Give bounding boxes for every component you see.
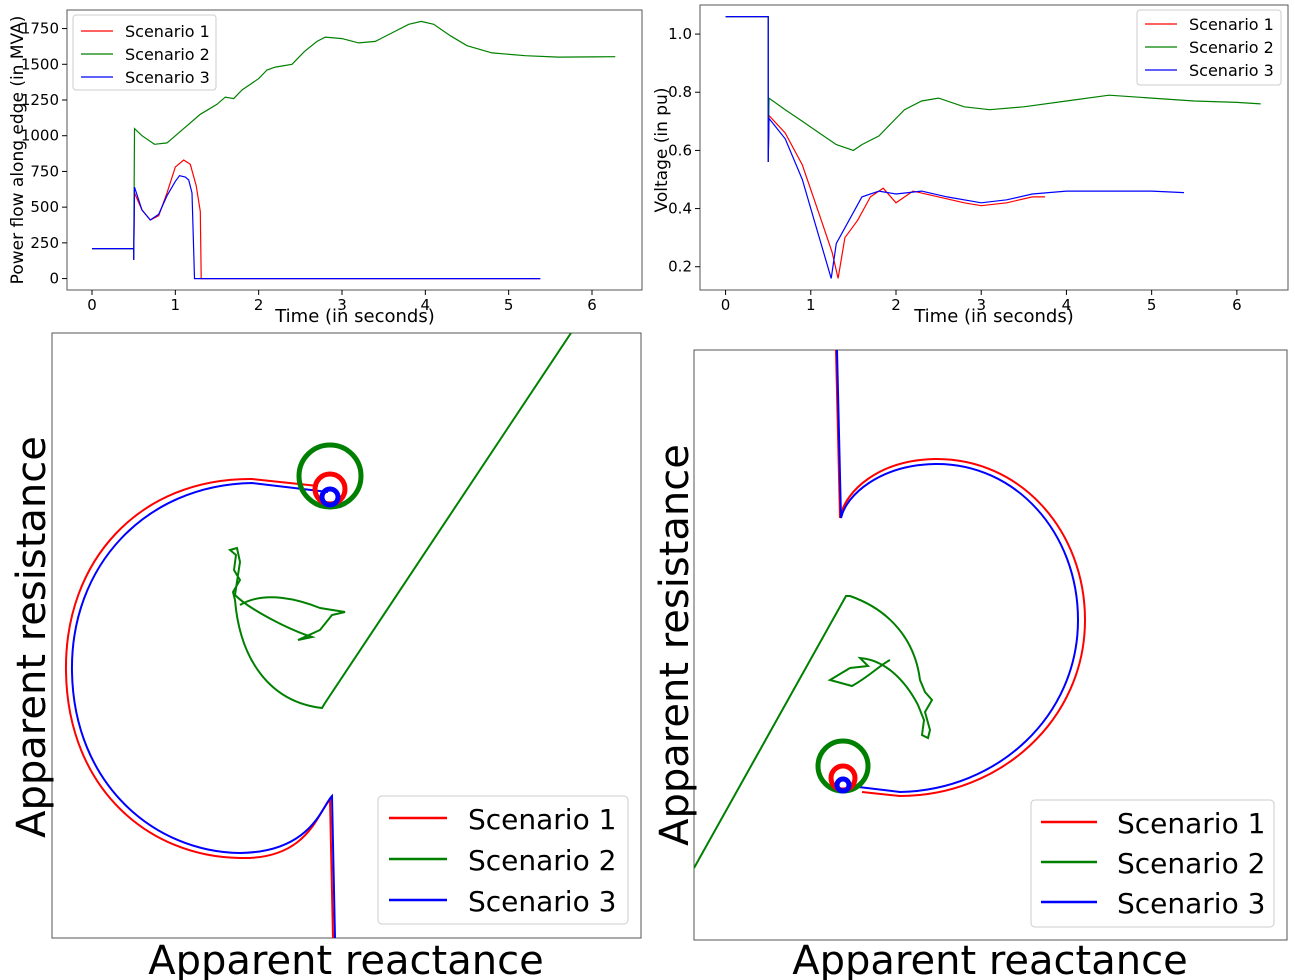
scenario-2-trajectory xyxy=(227,333,572,710)
legend-label-scenario-1: Scenario 1 xyxy=(125,22,210,41)
x-tick-label: 1 xyxy=(171,296,181,314)
voltage-series xyxy=(725,16,1261,279)
y-tick-label: 0.6 xyxy=(668,141,692,159)
scenario-3-zone-circle xyxy=(834,776,852,794)
impedance-left-xlabel: Apparent reactance xyxy=(148,938,543,980)
legend-label-scenario-3: Scenario 3 xyxy=(125,68,210,87)
voltage-ylabel: Voltage (in pu) xyxy=(652,88,672,213)
scenario-2-trajectory xyxy=(694,595,934,869)
legend-label-scenario-1: Scenario 1 xyxy=(1189,15,1274,34)
impedance-left-ylabel: Apparent resistance xyxy=(9,436,55,838)
x-tick-label: 2 xyxy=(254,296,264,314)
legend-box xyxy=(1136,9,1282,86)
power-flow-plot-area xyxy=(66,9,643,291)
y-tick-label: 250 xyxy=(30,234,59,252)
series-line-scenario-1 xyxy=(725,16,1046,279)
x-tick-label: 2 xyxy=(891,296,901,314)
voltage-legend: Scenario 1 Scenario 2 Scenario 3 xyxy=(1136,9,1282,86)
x-tick-label: 6 xyxy=(1232,296,1242,314)
x-tick-label: 0 xyxy=(721,296,731,314)
y-tick-label: 1.0 xyxy=(668,25,692,43)
x-tick-label: 5 xyxy=(1147,296,1157,314)
impedance-right-legend: Scenario 1 Scenario 2 Scenario 3 xyxy=(1030,799,1275,928)
legend-label-scenario-3: Scenario 3 xyxy=(1117,887,1265,920)
y-tick-label: 1000 xyxy=(21,127,59,145)
impedance-right-plot-area xyxy=(693,349,1288,941)
y-tick-label: 750 xyxy=(30,162,59,180)
impedance-right-chart: Apparent reactance Apparent resistance S… xyxy=(652,349,1288,980)
legend-label-scenario-2: Scenario 2 xyxy=(1189,38,1274,57)
y-tick-label: 0.2 xyxy=(668,258,692,276)
impedance-right-xlabel: Apparent reactance xyxy=(792,938,1187,980)
legend-label-scenario-1: Scenario 1 xyxy=(1117,807,1265,840)
legend-box xyxy=(377,795,629,925)
voltage-plot-area xyxy=(699,4,1289,291)
y-tick-label: 0.4 xyxy=(668,200,692,218)
impedance-left-legend: Scenario 1 Scenario 2 Scenario 3 xyxy=(377,795,629,925)
legend-label-scenario-2: Scenario 2 xyxy=(468,844,616,877)
power-flow-series xyxy=(92,20,616,280)
x-tick-label: 1 xyxy=(806,296,816,314)
impedance-right-ylabel: Apparent resistance xyxy=(652,444,698,846)
power-flow-chart: 0 1 2 3 4 5 6 0 250 500 750 1000 1250 1500 1750 Time (… xyxy=(8,9,643,327)
x-tick-label: 3 xyxy=(976,296,986,314)
x-tick-label: 4 xyxy=(1062,296,1072,314)
y-tick-label: 1750 xyxy=(21,20,59,38)
voltage-chart: 0 1 2 3 4 5 6 0.2 0.4 0.6 0.8 1.0 Time (in seconds)… xyxy=(652,4,1289,327)
voltage-ticks: 0 1 2 3 4 5 6 0.2 0.4 0.6 0.8 1.0 xyxy=(668,25,1242,314)
x-tick-label: 3 xyxy=(337,296,347,314)
impedance-left-plot-area xyxy=(51,332,642,939)
y-tick-label: 1500 xyxy=(21,55,59,73)
x-tick-label: 0 xyxy=(87,296,97,314)
y-tick-label: 1250 xyxy=(21,91,59,109)
x-tick-label: 4 xyxy=(421,296,431,314)
scenario-3-trajectory xyxy=(70,481,336,938)
legend-label-scenario-2: Scenario 2 xyxy=(125,45,210,64)
series-line-scenario-2 xyxy=(92,20,616,259)
x-tick-label: 5 xyxy=(504,296,514,314)
legend-label-scenario-3: Scenario 3 xyxy=(468,885,616,918)
series-line-scenario-2 xyxy=(725,16,1261,163)
impedance-left-chart: Apparent reactance Apparent resistance S… xyxy=(9,332,642,980)
y-tick-label: 500 xyxy=(30,198,59,216)
legend-label-scenario-2: Scenario 2 xyxy=(1117,847,1265,880)
scenario-3-zone-circle xyxy=(319,486,341,508)
series-line-scenario-3 xyxy=(92,175,541,280)
power-flow-xlabel: Time (in seconds) xyxy=(274,306,435,327)
legend-box xyxy=(1030,799,1275,928)
y-tick-label: 0 xyxy=(49,270,59,288)
scenario-3-trajectory xyxy=(836,350,1080,794)
legend-label-scenario-3: Scenario 3 xyxy=(1189,61,1274,80)
power-flow-ylabel: Power flow along edge (in MVA) xyxy=(8,16,28,285)
legend-label-scenario-1: Scenario 1 xyxy=(468,803,616,836)
series-line-scenario-3 xyxy=(725,16,1185,279)
legend-box xyxy=(72,14,217,91)
scenario-1-trajectory xyxy=(835,350,1087,798)
scenario-1-trajectory xyxy=(64,477,334,938)
y-tick-label: 0.8 xyxy=(668,83,692,101)
power-flow-ticks: 0 1 2 3 4 5 6 0 250 500 750 1000 1250 1500 1750 xyxy=(21,20,597,314)
series-line-scenario-1 xyxy=(92,159,541,280)
voltage-xlabel: Time (in seconds) xyxy=(913,306,1074,327)
power-flow-legend: Scenario 1 Scenario 2 Scenario 3 xyxy=(72,14,217,91)
x-tick-label: 6 xyxy=(587,296,597,314)
